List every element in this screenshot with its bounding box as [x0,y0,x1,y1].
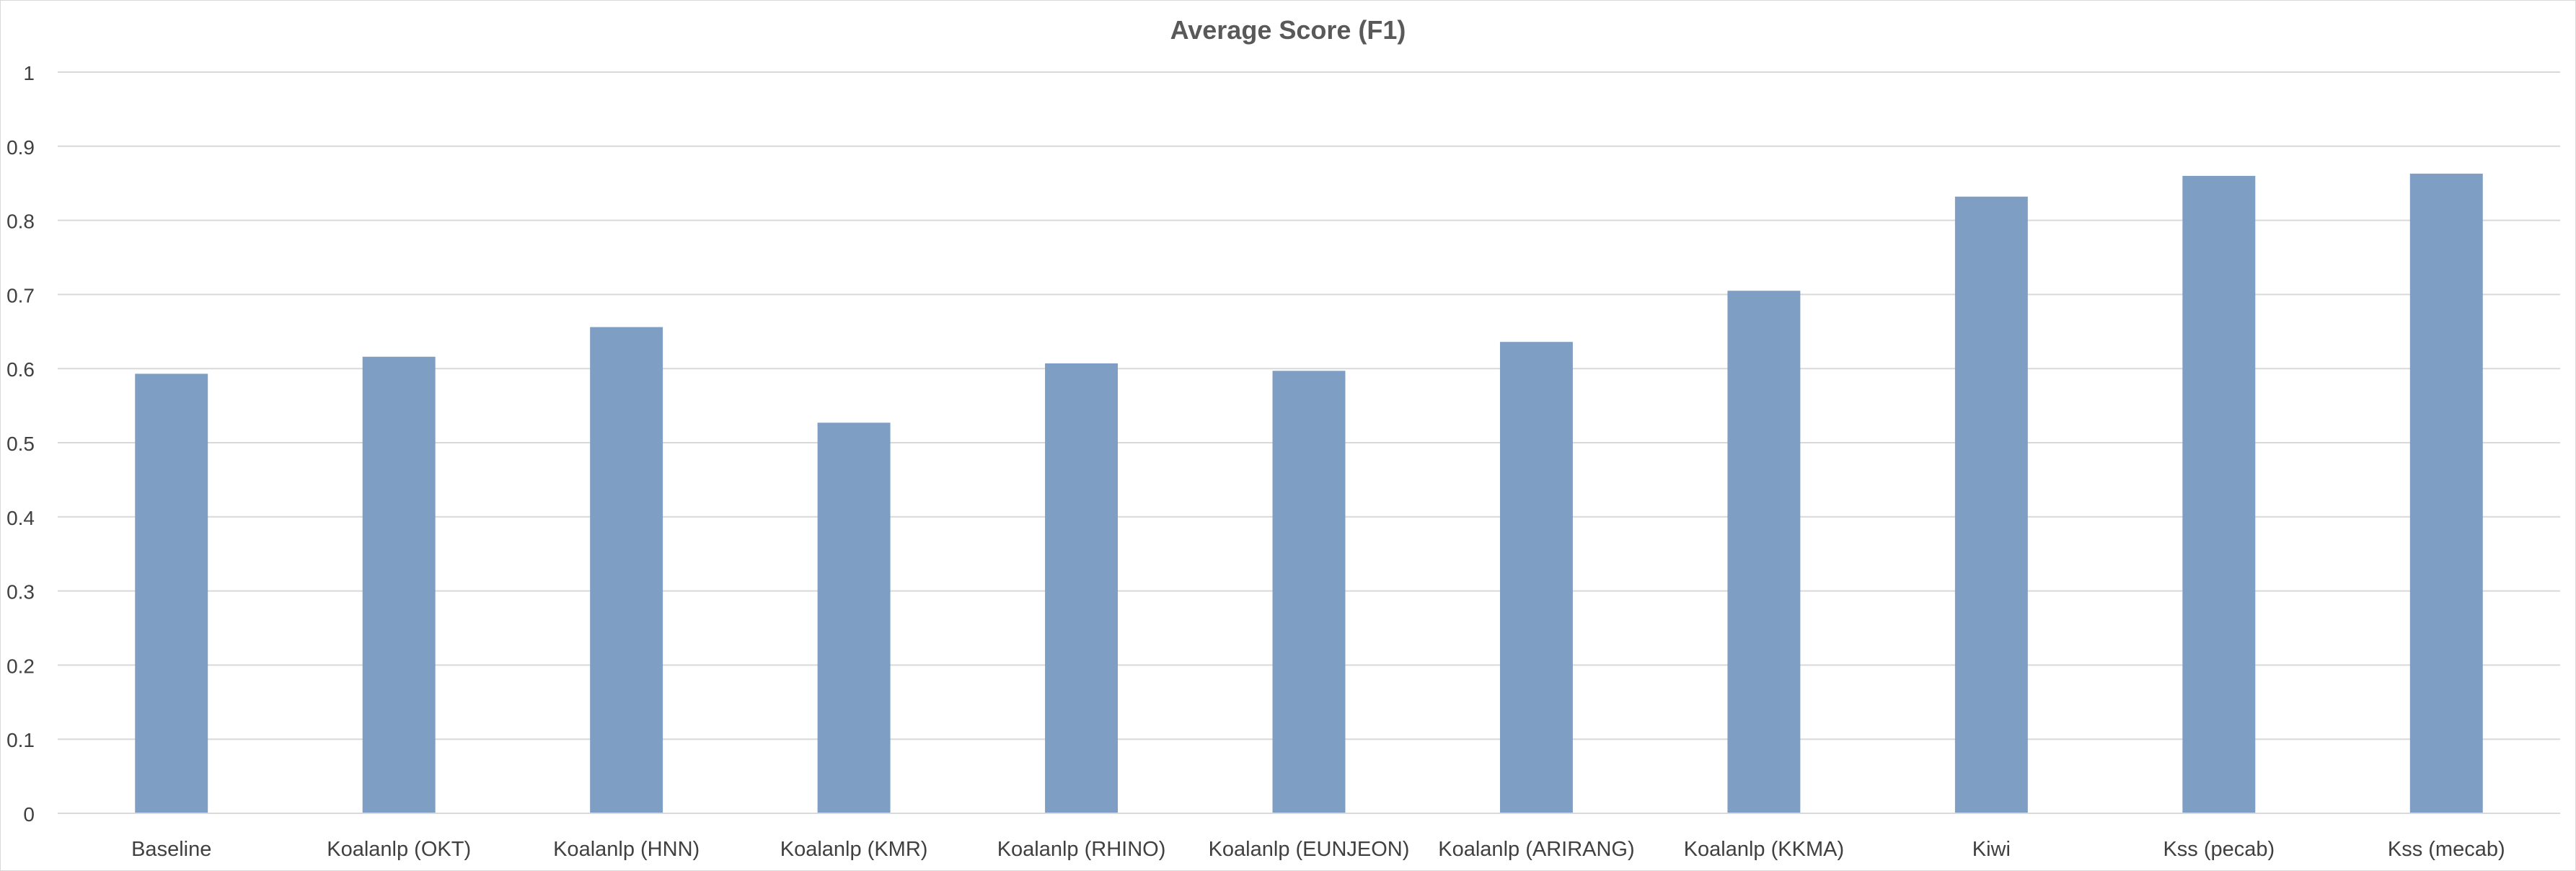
x-tick-label: Baseline [131,838,211,861]
bar-3 [817,423,891,813]
bars [58,173,2560,814]
y-axis-ticks: 0 0.1 0.2 0.3 0.4 0.5 0.6 0.7 0.8 0.9 1 [6,62,35,826]
bar-7 [1727,291,1801,813]
y-tick-label: 0.6 [6,358,35,381]
y-tick-label: 0.7 [6,284,35,306]
bar-6 [1499,342,1573,813]
bar-10 [2409,173,2483,813]
bar-0 [135,373,208,813]
x-tick-label: Koalanlp (RHINO) [997,838,1166,861]
bar-2 [590,327,663,814]
bar-1 [362,356,436,813]
x-axis-ticks: Baseline Koalanlp (OKT) Koalanlp (HNN) Koal… [131,838,2505,861]
y-tick-label: 0.8 [6,211,35,233]
y-tick-label: 0.2 [6,655,35,677]
y-tick-label: 1 [23,62,35,84]
y-tick-label: 0.4 [6,507,35,529]
bar-8 [1954,196,2028,814]
x-tick-label: Koalanlp (HNN) [553,838,700,861]
y-tick-label: 0.9 [6,136,35,159]
x-tick-label: Kss (pecab) [2163,838,2275,861]
x-tick-label: Koalanlp (ARIRANG) [1438,838,1634,861]
x-tick-label: Koalanlp (EUNJEON) [1209,838,1410,861]
bar-9 [2182,175,2256,814]
y-tick-label: 0 [23,803,35,826]
x-tick-label: Kiwi [1972,838,2011,861]
y-tick-label: 0.1 [6,729,35,751]
y-tick-label: 0.3 [6,581,35,603]
bar-4 [1045,363,1119,813]
chart-title: Average Score (F1) [1170,15,1406,45]
y-tick-label: 0.5 [6,433,35,455]
bar-5 [1272,371,1346,813]
x-tick-label: Koalanlp (KKMA) [1684,838,1844,861]
x-tick-label: Kss (mecab) [2388,838,2505,861]
x-tick-label: Koalanlp (OKT) [327,838,471,861]
x-tick-label: Koalanlp (KMR) [780,838,928,861]
